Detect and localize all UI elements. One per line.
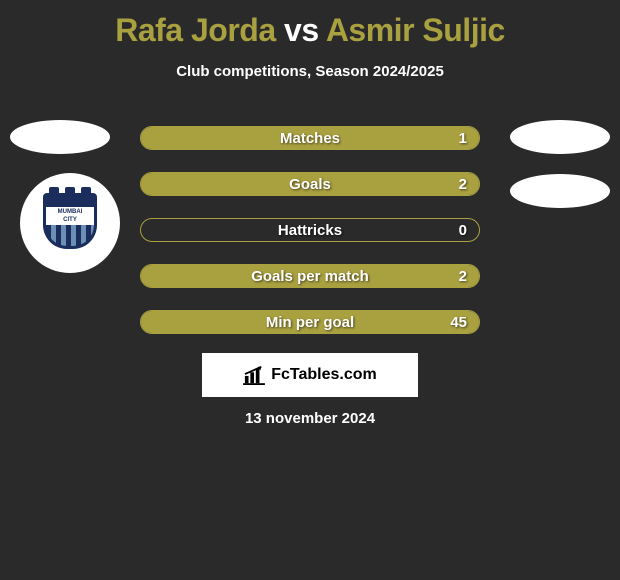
stat-value: 0 [459, 222, 467, 239]
bar-chart-icon [243, 365, 265, 385]
stat-row-min-per-goal: Min per goal 45 [140, 310, 480, 334]
stat-value: 2 [459, 268, 467, 285]
player1-club-badge: MUMBAICITY [20, 173, 120, 273]
badge-stripes-icon [43, 225, 97, 249]
stat-label: Goals [141, 176, 479, 193]
date-text: 13 november 2024 [0, 410, 620, 427]
stat-row-matches: Matches 1 [140, 126, 480, 150]
stat-label: Hattricks [141, 222, 479, 239]
stat-label: Min per goal [141, 314, 479, 331]
stat-label: Matches [141, 130, 479, 147]
player1-name: Rafa Jorda [115, 12, 275, 48]
subtitle: Club competitions, Season 2024/2025 [0, 63, 620, 80]
player2-avatar-placeholder [510, 120, 610, 154]
stat-row-hattricks: Hattricks 0 [140, 218, 480, 242]
stats-container: Matches 1 Goals 2 Hattricks 0 Goals per … [140, 126, 480, 356]
stat-value: 45 [450, 314, 467, 331]
stat-value: 1 [459, 130, 467, 147]
badge-text: MUMBAICITY [43, 207, 97, 225]
stat-row-goals: Goals 2 [140, 172, 480, 196]
vs-separator: vs [276, 12, 326, 48]
player1-avatar-placeholder [10, 120, 110, 154]
stat-label: Goals per match [141, 268, 479, 285]
mumbai-city-badge: MUMBAICITY [43, 193, 97, 253]
player2-club-placeholder [510, 174, 610, 208]
badge-castle-icon [43, 193, 97, 207]
stat-row-goals-per-match: Goals per match 2 [140, 264, 480, 288]
brand-text: FcTables.com [271, 366, 377, 384]
brand-banner[interactable]: FcTables.com [202, 353, 418, 397]
stat-value: 2 [459, 176, 467, 193]
comparison-title: Rafa Jorda vs Asmir Suljic [0, 0, 620, 49]
player2-name: Asmir Suljic [326, 12, 505, 48]
